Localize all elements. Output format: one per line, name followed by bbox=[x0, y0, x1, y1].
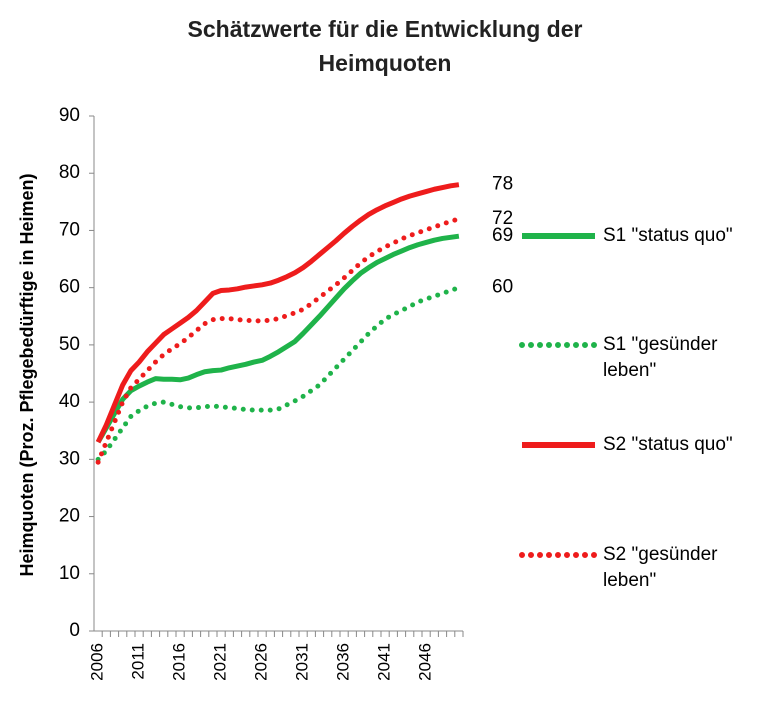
legend-label: S1 "status quo" bbox=[603, 225, 733, 246]
x-tick-label: 2016 bbox=[170, 643, 189, 681]
y-tick-label: 40 bbox=[59, 391, 80, 412]
y-tick-label: 60 bbox=[59, 277, 80, 298]
x-tick-label: 2031 bbox=[293, 643, 312, 681]
data-label: 72 bbox=[492, 208, 513, 229]
x-tick-label: 2021 bbox=[211, 643, 230, 681]
data-label: 78 bbox=[492, 174, 513, 195]
y-tick-label: 50 bbox=[59, 334, 80, 355]
x-tick-label: 2026 bbox=[252, 643, 271, 681]
data-label: 69 bbox=[492, 225, 513, 246]
x-tick-label: 2006 bbox=[88, 643, 107, 681]
chart-title: Schätzwerte für die Entwicklung der Heim… bbox=[187, 16, 583, 76]
series-line bbox=[95, 216, 462, 465]
x-tick-label: 2041 bbox=[375, 643, 394, 681]
series-line bbox=[95, 233, 460, 444]
series-line bbox=[95, 182, 460, 444]
series-line bbox=[95, 285, 462, 462]
y-tick-label: 70 bbox=[59, 219, 80, 240]
y-tick-label: 10 bbox=[59, 563, 80, 584]
y-tick-label: 80 bbox=[59, 162, 80, 183]
x-tick-label: 2036 bbox=[334, 643, 353, 681]
y-tick-label: 0 bbox=[69, 620, 80, 641]
data-label: 60 bbox=[492, 277, 513, 298]
legend-label: S2 "gesünder leben" bbox=[603, 544, 718, 591]
y-tick-label: 20 bbox=[59, 506, 80, 527]
x-tick-label: 2011 bbox=[129, 643, 148, 680]
x-tick-label: 2046 bbox=[416, 643, 435, 681]
legend-label: S2 "status quo" bbox=[603, 434, 733, 455]
legend-label: S1 "gesünder leben" bbox=[603, 334, 718, 381]
y-tick-label: 90 bbox=[59, 105, 80, 126]
y-axis-label: Heimquoten (Proz. Pflegebedürftige in He… bbox=[17, 173, 37, 576]
y-tick-label: 30 bbox=[59, 448, 80, 469]
